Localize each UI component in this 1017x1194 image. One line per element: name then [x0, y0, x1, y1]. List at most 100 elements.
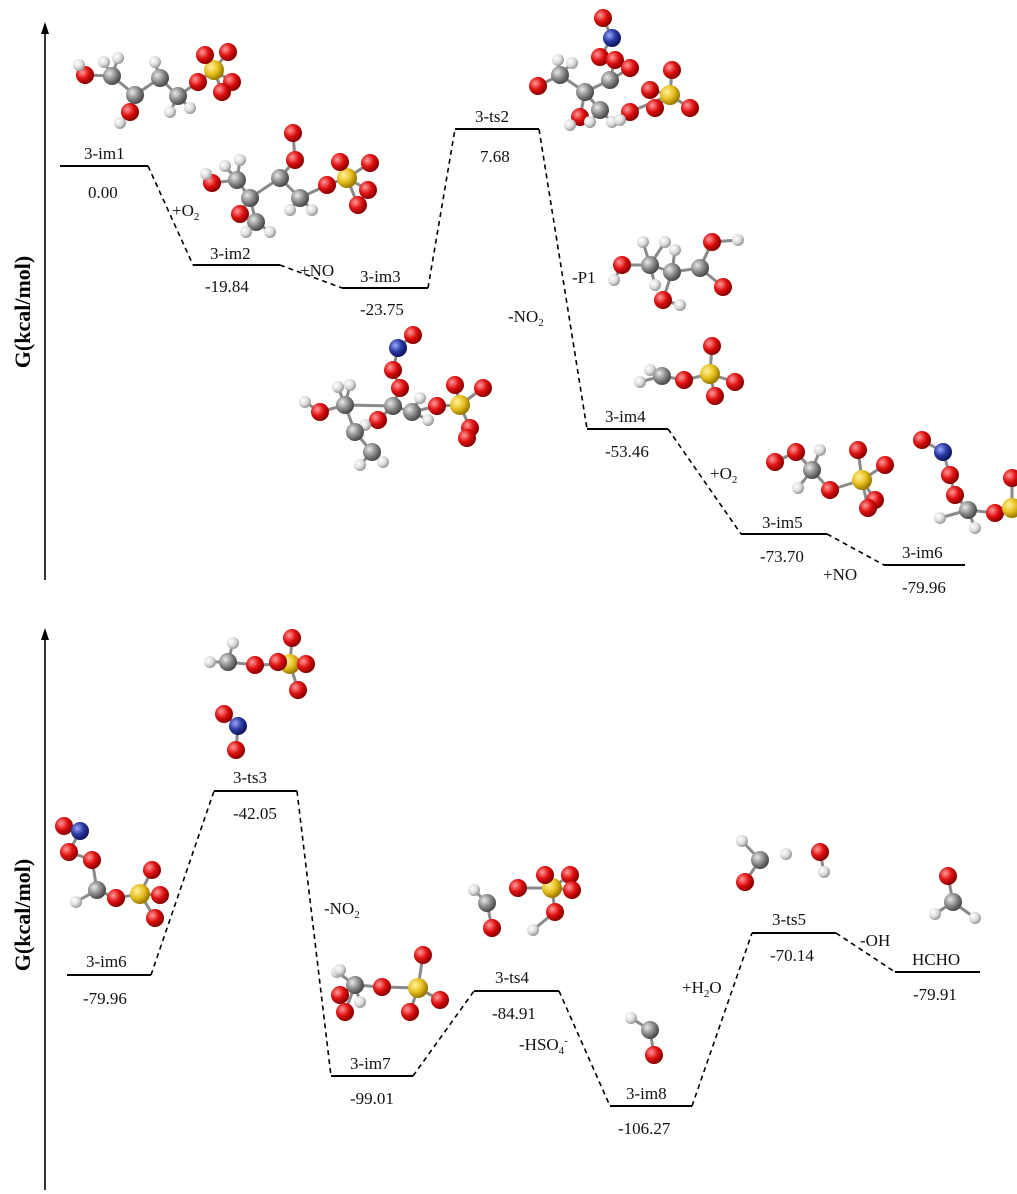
- atom-h: [552, 54, 564, 66]
- connector-im2-im3: [279, 264, 343, 289]
- atom-c: [959, 501, 977, 519]
- energy-hcho: -79.91: [913, 985, 957, 1004]
- atom-o: [401, 1003, 419, 1021]
- atom-o: [621, 59, 639, 77]
- atom-o: [121, 103, 139, 121]
- molecule-3-ts5: [736, 835, 830, 891]
- atom-c: [601, 71, 619, 89]
- molecule-3-im5: [766, 441, 894, 517]
- atom-h: [164, 106, 176, 118]
- energy-3-ts2: 7.68: [480, 147, 510, 166]
- atom-o: [231, 205, 249, 223]
- atom-o: [591, 48, 609, 66]
- atom-o: [431, 991, 449, 1009]
- atom-o: [736, 873, 754, 891]
- atom-o: [483, 919, 501, 937]
- atom-o: [336, 1003, 354, 1021]
- atom-h: [227, 637, 239, 649]
- atom-h: [669, 244, 681, 256]
- atom-o: [859, 499, 877, 517]
- molecule-so3-ch2: [634, 337, 744, 405]
- name-hcho: HCHO: [912, 950, 960, 969]
- atom-c: [478, 894, 496, 912]
- atom-o: [645, 1046, 663, 1064]
- atom-o: [621, 103, 639, 121]
- atom-o: [215, 705, 233, 723]
- energy-3-ts3: -42.05: [233, 804, 277, 823]
- atom-h: [184, 102, 196, 114]
- step-minus-p1: -P1: [572, 268, 596, 287]
- energy-3-im6-bottom: -79.96: [83, 989, 127, 1008]
- atom-o: [458, 429, 476, 447]
- atom-o: [359, 181, 377, 199]
- atom-o: [474, 379, 492, 397]
- atom-o: [428, 397, 446, 415]
- atom-c: [653, 367, 671, 385]
- atom-o: [55, 817, 73, 835]
- atom-c: [576, 83, 594, 101]
- atom-o: [654, 291, 672, 309]
- atom-o: [703, 337, 721, 355]
- atom-o: [594, 9, 612, 27]
- atom-h: [149, 56, 161, 68]
- atom-o: [391, 379, 409, 397]
- atom-h: [649, 279, 661, 291]
- atom-o: [913, 431, 931, 449]
- atom-o: [384, 361, 402, 379]
- atom-o: [369, 411, 387, 429]
- atom-o: [331, 153, 349, 171]
- atom-o: [311, 403, 329, 421]
- atom-n: [389, 339, 407, 357]
- atom-h: [73, 59, 85, 71]
- atom-c: [169, 87, 187, 105]
- atom-c: [751, 851, 769, 869]
- atom-o: [941, 466, 959, 484]
- atom-h: [219, 160, 231, 172]
- atom-o: [946, 486, 964, 504]
- atom-h: [114, 117, 126, 129]
- atom-o: [246, 656, 264, 674]
- atom-c: [271, 169, 289, 187]
- energy-3-im5: -73.70: [760, 547, 804, 566]
- connector-im6-ts3: [150, 790, 215, 976]
- atom-h: [527, 924, 539, 936]
- atom-o: [414, 946, 432, 964]
- atom-h: [264, 226, 276, 238]
- atom-o: [641, 81, 659, 99]
- name-3-ts5: 3-ts5: [772, 910, 806, 929]
- atom-n: [71, 822, 89, 840]
- molecule-3-im8: [625, 1012, 663, 1064]
- atom-h: [112, 52, 124, 64]
- atom-h: [634, 376, 646, 388]
- molecule-no2-bottom: [215, 705, 247, 759]
- atom-o: [404, 326, 422, 344]
- atom-o: [151, 886, 169, 904]
- atom-o: [675, 371, 693, 389]
- atom-o: [284, 124, 302, 142]
- name-3-ts2: 3-ts2: [475, 107, 509, 126]
- atom-c: [241, 189, 259, 207]
- atom-h: [240, 226, 252, 238]
- bottom-y-axis-arrowhead: [41, 628, 49, 640]
- atom-h: [732, 234, 744, 246]
- atom-o: [787, 443, 805, 461]
- atom-o: [703, 233, 721, 251]
- energy-3-im4: -53.46: [605, 442, 649, 461]
- step-minus-hso4: -HSO4-: [519, 1035, 568, 1057]
- molecule-3-im2: [200, 124, 379, 238]
- atom-c: [691, 259, 709, 277]
- atom-o: [269, 653, 287, 671]
- atom-o: [361, 154, 379, 172]
- atom-o: [318, 176, 336, 194]
- atom-o: [213, 83, 231, 101]
- atom-c: [641, 256, 659, 274]
- molecule-3-im1: [73, 43, 241, 129]
- atom-h: [659, 236, 671, 248]
- atom-h: [814, 444, 826, 456]
- energy-3-ts4: -84.91: [492, 1004, 536, 1023]
- atom-n: [229, 717, 247, 735]
- atom-o: [546, 903, 564, 921]
- step-minus-no2-2: -NO2: [324, 899, 360, 921]
- atom-h: [780, 848, 792, 860]
